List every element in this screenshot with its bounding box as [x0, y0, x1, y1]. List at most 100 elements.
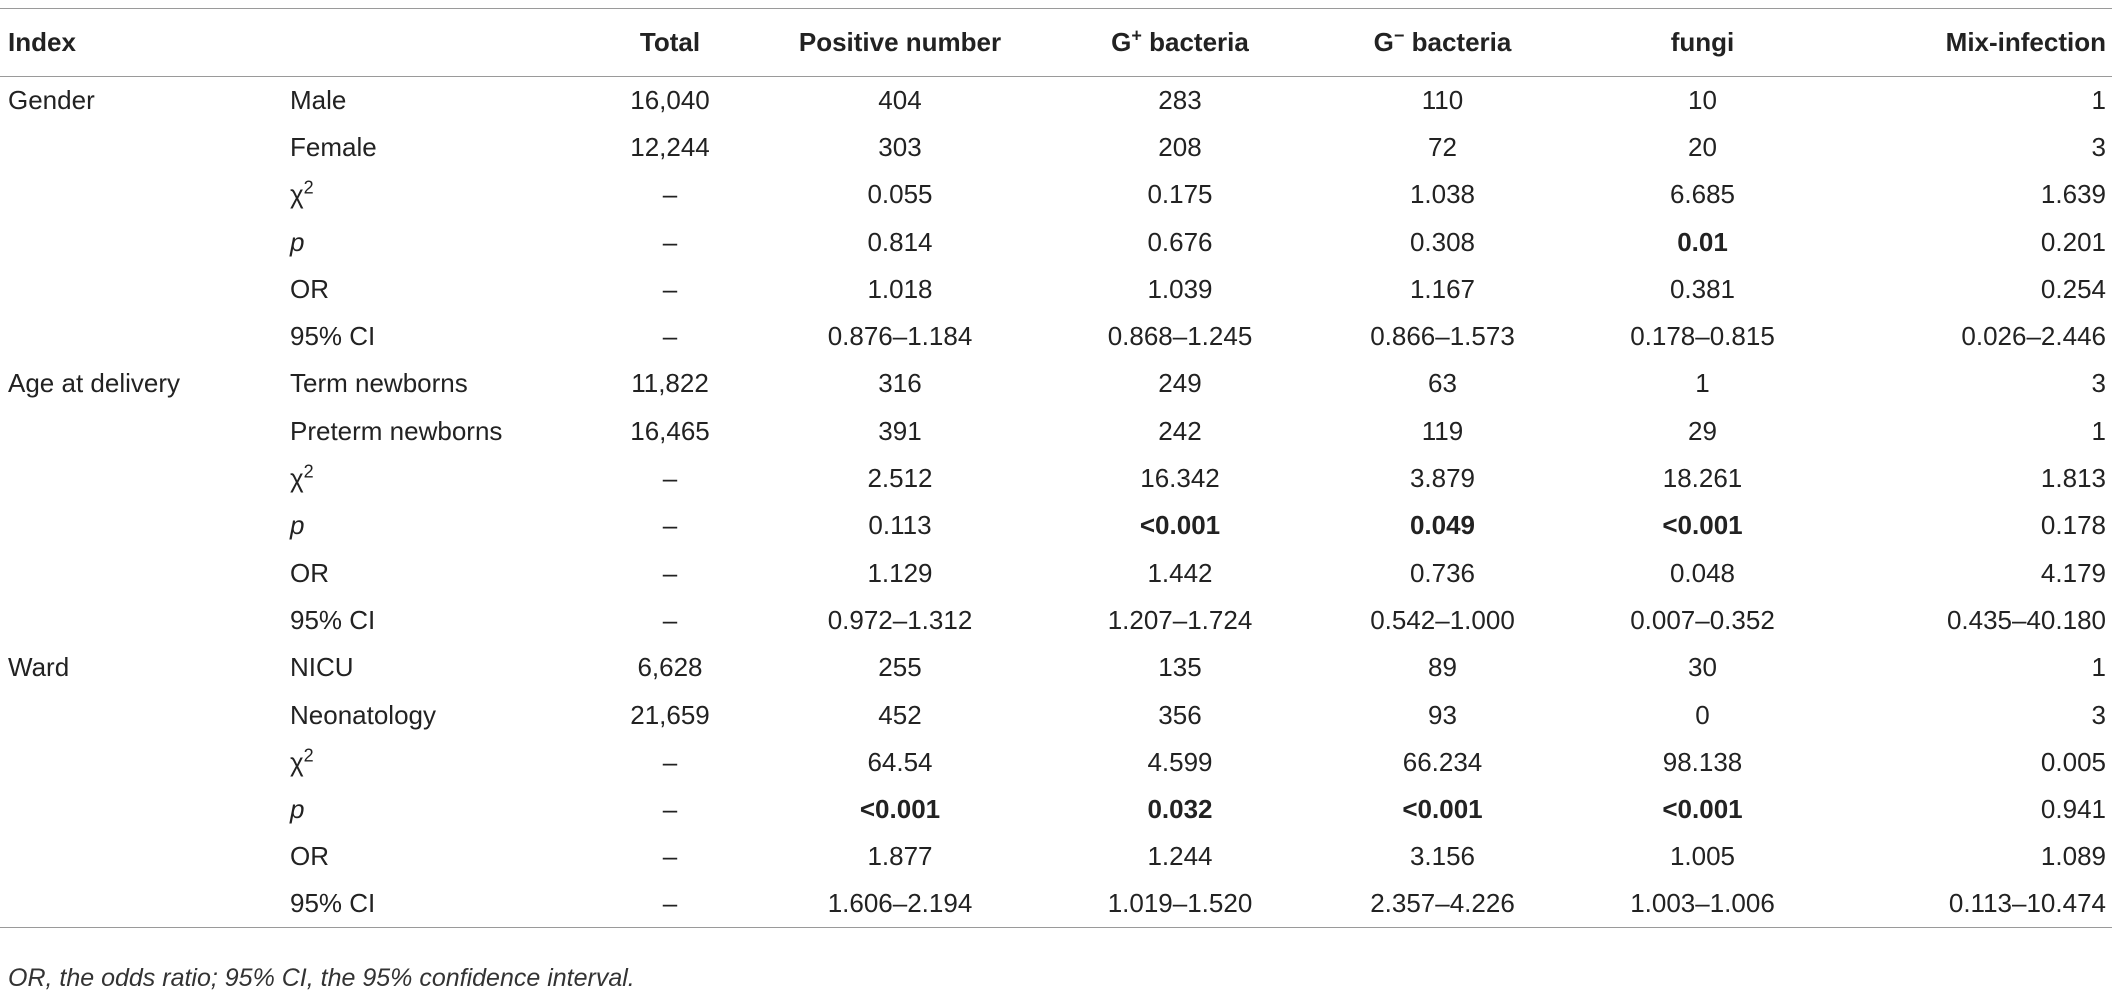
fungi-cell: <0.001: [1662, 794, 1743, 825]
row-label-text: Term newborns: [290, 368, 468, 399]
footnote: OR, the odds ratio; 95% CI, the 95% conf…: [8, 964, 635, 992]
row-label: p: [270, 786, 590, 833]
gram-negative-cell: 1.038: [1409, 179, 1476, 210]
table-row: 95% CI –1.606–2.194 1.019–1.520 2.357–4.226…: [0, 880, 2112, 929]
positive-number-cell: 303: [878, 131, 922, 162]
table-row: OR – 1.877 1.244 3.156 1.005 1.089: [0, 833, 2112, 880]
total-cell: 12,244: [630, 131, 710, 162]
fungi-cell: 98.138: [1662, 746, 1743, 777]
fungi-cell: 18.261: [1662, 463, 1743, 494]
total-cell: –: [662, 273, 678, 304]
total-cell: 21,659: [630, 699, 710, 730]
group-label: [0, 833, 270, 880]
row-label-text: 95% CI: [290, 888, 376, 919]
row-label-text: OR: [290, 273, 329, 304]
table-row: Age at delivery Term newborns 11,822 316 249…: [0, 360, 2112, 407]
table-row: Female 12,244 303 208 72 20 3: [0, 124, 2112, 171]
fungi-cell: 0.048: [1669, 557, 1736, 588]
gram-negative-cell: 72: [1428, 131, 1457, 162]
mix-infection-cell: 0.254: [2040, 273, 2106, 304]
gram-positive-cell: 0.676: [1147, 226, 1213, 257]
gram-positive-cell: 0.868–1.245: [1107, 321, 1253, 352]
group-label: [0, 218, 270, 265]
mix-infection-cell: 0.941: [2040, 794, 2106, 825]
gram-negative-cell: <0.001: [1402, 794, 1483, 825]
group-label: Gender: [8, 84, 95, 115]
gram-positive-cell: 1.019–1.520: [1050, 880, 1310, 929]
positive-number-cell: 0.055: [867, 179, 933, 210]
gram-positive-cell: <0.001: [1139, 510, 1221, 541]
total-cell: –: [662, 226, 678, 257]
row-label: OR: [270, 833, 590, 880]
fungi-cell: 0.01: [1677, 226, 1728, 257]
table-row: p – 0.113 <0.001 0.049 <0.001 0.178: [0, 502, 2112, 549]
positive-number-cell: 64.54: [867, 746, 933, 777]
positive-number-cell: 404: [878, 84, 922, 115]
row-label: χ2: [270, 739, 590, 786]
mix-infection-cell: 1: [2091, 84, 2106, 115]
total-cell: 6,628: [637, 652, 703, 683]
fungi-cell: 29: [1688, 415, 1717, 446]
positive-number-cell: 0.972–1.312: [827, 604, 973, 635]
mix-infection-cell: 0.026–2.446: [1961, 321, 2106, 352]
row-label: p: [270, 502, 590, 549]
row-label-text: Female: [290, 131, 377, 162]
row-label-text: 95% CI: [290, 321, 376, 352]
header-index: Index: [0, 8, 270, 77]
mix-infection-cell: 1: [2091, 415, 2106, 446]
fungi-cell: 10: [1688, 84, 1717, 115]
row-label: χ2: [270, 455, 590, 502]
table-row: 95% CI – 0.972–1.312 1.207–1.724 0.542–1.000…: [0, 597, 2112, 644]
row-label-superscript: 2: [303, 745, 314, 766]
row-label: OR: [270, 266, 590, 313]
table-row: 95% CI – 0.876–1.184 0.868–1.245 0.866–1.573…: [0, 313, 2112, 360]
gram-positive-cell: 0.032: [1147, 794, 1213, 825]
total-cell: 11,822: [631, 368, 709, 399]
group-label: [0, 691, 270, 738]
table-row: Preterm newborns 16,465 391 242 119 29 1: [0, 408, 2112, 455]
table-row: χ2 – 0.055 0.175 1.038 6.685 1.639: [0, 171, 2112, 218]
row-label-text: NICU: [290, 652, 354, 683]
fungi-cell: 0.381: [1669, 273, 1736, 304]
positive-number-cell: 255: [878, 652, 922, 683]
group-label: Age at delivery: [8, 368, 180, 399]
total-cell: –: [662, 463, 678, 494]
group-label: [0, 266, 270, 313]
total-cell: –: [662, 321, 678, 352]
total-cell: –: [662, 179, 678, 210]
positive-number-cell: 0.113: [868, 510, 932, 541]
gram-positive-cell: 1.207–1.724: [1107, 604, 1253, 635]
gram-negative-cell: 110: [1421, 84, 1464, 115]
results-table: Index Total Positive number G+ bacteria …: [0, 8, 2112, 929]
gram-negative-cell: 3.879: [1409, 463, 1476, 494]
row-label: Neonatology: [270, 691, 590, 738]
gram-negative-cell: 0.049: [1409, 510, 1476, 541]
mix-infection-cell: 0.201: [2040, 226, 2106, 257]
row-label: 95% CI: [270, 313, 590, 360]
fungi-cell: 1: [1695, 368, 1710, 399]
gram-positive-cell: 135: [1158, 652, 1202, 683]
gram-negative-cell: 0.542–1.000: [1370, 604, 1515, 635]
gram-negative-cell: 119: [1421, 415, 1464, 446]
mix-infection-cell: 0.178: [2040, 510, 2106, 541]
positive-number-cell: 0.814: [867, 226, 933, 257]
fungi-cell: 0: [1695, 699, 1710, 730]
gram-negative-cell: 0.866–1.573: [1370, 321, 1515, 352]
group-label: [0, 549, 270, 596]
total-cell: 16,040: [630, 84, 710, 115]
positive-number-cell: 452: [878, 699, 922, 730]
gram-negative-cell: 93: [1428, 699, 1457, 730]
header-gram-negative: G− bacteria: [1310, 8, 1575, 77]
row-label: OR: [270, 549, 590, 596]
group-label: Ward: [8, 652, 70, 683]
group-label: [0, 171, 270, 218]
row-label-text: Male: [290, 84, 347, 115]
table-row: χ2 – 2.512 16.342 3.879 18.261 1.813: [0, 455, 2112, 502]
table-body: Gender Male 16,040 404 283 110 10 1 Female 12,244…: [0, 77, 2112, 929]
total-cell: –: [662, 557, 678, 588]
group-label: [0, 739, 270, 786]
table-row: OR – 1.018 1.039 1.167 0.381 0.254: [0, 266, 2112, 313]
gram-negative-cell: 89: [1428, 652, 1457, 683]
gram-positive-cell: 242: [1158, 415, 1202, 446]
header-positive-number: Positive number: [750, 8, 1050, 77]
